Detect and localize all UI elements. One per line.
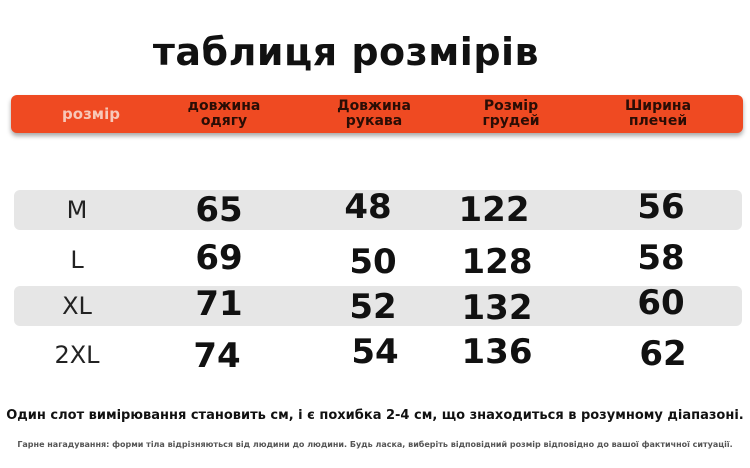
sleeve-value: 48 <box>344 187 392 227</box>
sleeve-value: 54 <box>351 332 399 372</box>
size-label: 2XL <box>54 341 100 369</box>
page-title: таблиця розмірів <box>152 30 540 74</box>
length-value: 69 <box>195 238 243 278</box>
chest-value: 122 <box>458 190 530 230</box>
sleeve-value: 52 <box>349 287 397 327</box>
table-row: XL 71 52 132 60 <box>14 283 742 328</box>
header-chest: Розмір грудей <box>446 95 576 133</box>
length-value: 74 <box>193 336 241 376</box>
size-label: L <box>70 246 84 274</box>
chest-value: 128 <box>461 242 533 282</box>
chest-value: 136 <box>461 332 533 372</box>
header-length-line1: довжина <box>187 98 261 114</box>
measurement-note: Один слот вимірювання становить см, і є … <box>6 408 744 423</box>
header-sleeve-line2: рукава <box>345 113 403 129</box>
header-sleeve-line1: Довжина <box>337 98 411 114</box>
header-shoulder: Ширина плечей <box>593 95 723 133</box>
table-row: L 69 50 128 58 <box>14 238 742 282</box>
table-header: розмір довжина одягу Довжина рукава Розмір… <box>11 95 743 133</box>
shoulder-value: 60 <box>637 283 685 323</box>
size-label: XL <box>62 292 92 320</box>
reminder-note: Гарне нагадування: форми тіла відрізняют… <box>17 440 733 449</box>
shoulder-value: 56 <box>637 187 685 227</box>
length-value: 65 <box>195 190 243 230</box>
header-shoulder-line2: плечей <box>628 113 688 129</box>
length-value: 71 <box>195 284 243 324</box>
shoulder-value: 62 <box>639 334 687 374</box>
header-size: розмір <box>62 105 120 123</box>
table-row: 2XL 74 54 136 62 <box>14 332 742 376</box>
header-length-line2: одягу <box>200 113 248 129</box>
header-chest-line2: грудей <box>482 113 540 129</box>
sleeve-value: 50 <box>349 242 397 282</box>
header-chest-line1: Розмір <box>483 98 539 114</box>
header-sleeve: Довжина рукава <box>309 95 439 133</box>
size-label: M <box>66 196 88 224</box>
shoulder-value: 58 <box>637 238 685 278</box>
header-length: довжина одягу <box>159 95 289 133</box>
table-row: M 65 48 122 56 <box>14 187 742 230</box>
chest-value: 132 <box>461 288 533 328</box>
header-shoulder-line1: Ширина <box>624 98 692 114</box>
